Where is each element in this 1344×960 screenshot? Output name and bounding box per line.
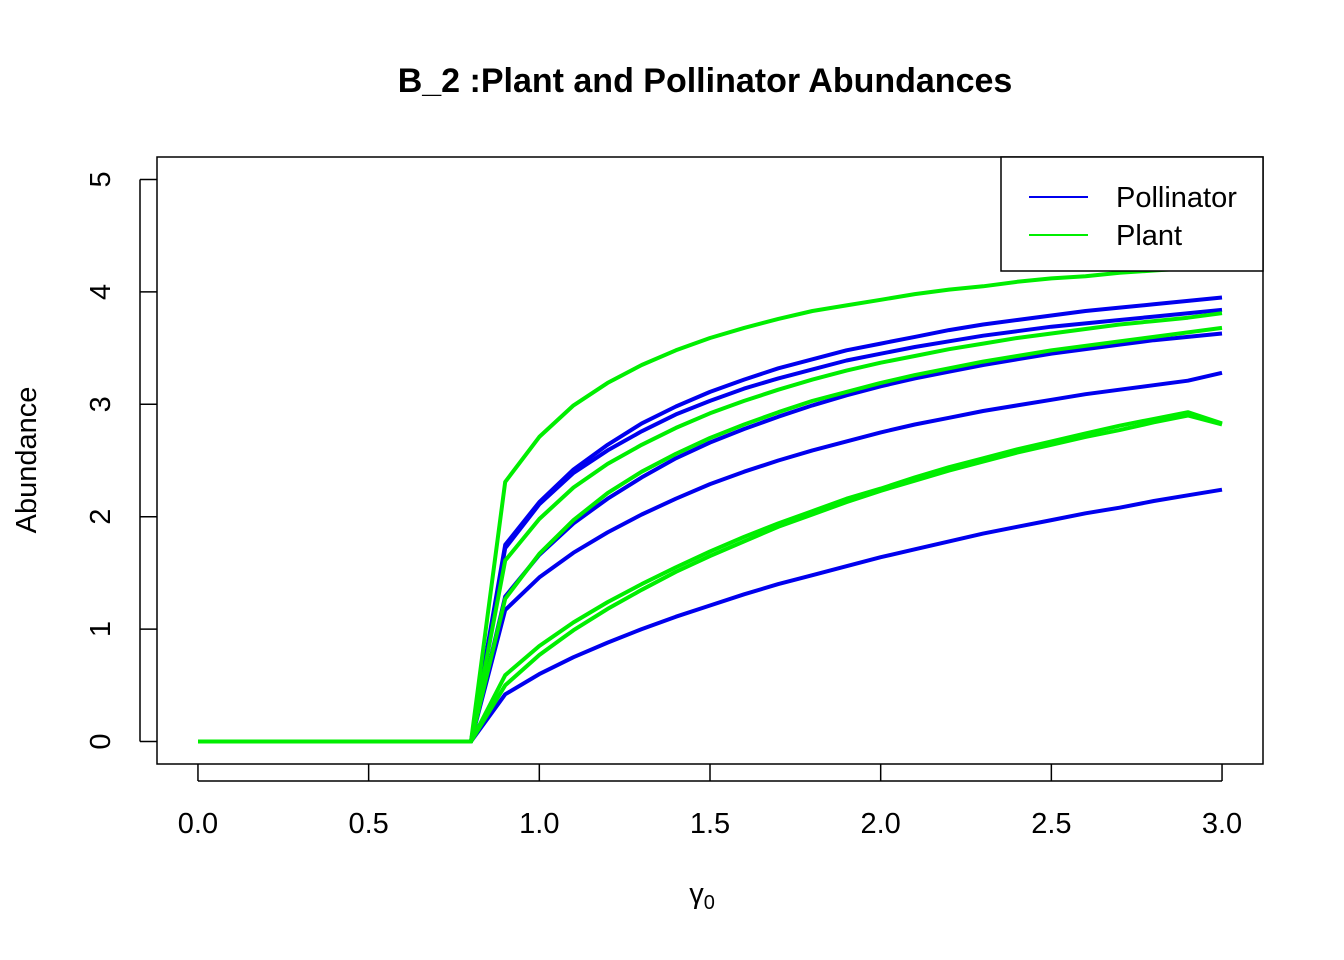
x-tick-label: 2.0 (861, 808, 901, 840)
y-tick-label: 2 (85, 509, 117, 525)
series-line-pollinator-4 (198, 487, 1223, 744)
x-tick-label: 3.0 (1202, 808, 1242, 840)
y-tick-label: 4 (85, 284, 117, 300)
legend-label-pollinator: Pollinator (1116, 182, 1237, 214)
series-line-pollinator-0 (198, 295, 1223, 744)
y-tick-label: 3 (85, 396, 117, 412)
legend-label-plant: Plant (1116, 220, 1182, 252)
series-line-plant-9 (198, 413, 1223, 744)
series-line-pollinator-2 (198, 331, 1223, 744)
y-axis: 0 1 2 3 4 5 (85, 171, 157, 750)
series-line-pollinator-1 (198, 307, 1223, 744)
x-axis-label: γ0 (689, 878, 715, 914)
x-axis: 0.0 0.5 1.0 1.5 2.0 2.5 3.0 (178, 764, 1242, 840)
x-tick-label: 1.5 (690, 808, 730, 840)
legend-box (1000, 156, 1264, 272)
y-axis-label: Abundance (11, 387, 43, 534)
x-tick-label: 0.5 (348, 808, 388, 840)
x-tick-label: 1.0 (519, 808, 559, 840)
y-tick-label: 0 (85, 733, 117, 749)
y-tick-label: 5 (85, 171, 117, 187)
series-layer (198, 264, 1223, 744)
chart-title: B_2 :Plant and Pollinator Abundances (398, 62, 1013, 100)
series-line-plant-6 (198, 311, 1223, 744)
y-tick-label: 1 (85, 621, 117, 637)
x-tick-label: 0.0 (178, 808, 218, 840)
series-line-plant-5 (198, 264, 1223, 744)
legend: Pollinator Plant (1000, 156, 1264, 272)
x-tick-label: 2.5 (1031, 808, 1071, 840)
series-line-plant-8 (198, 410, 1223, 744)
